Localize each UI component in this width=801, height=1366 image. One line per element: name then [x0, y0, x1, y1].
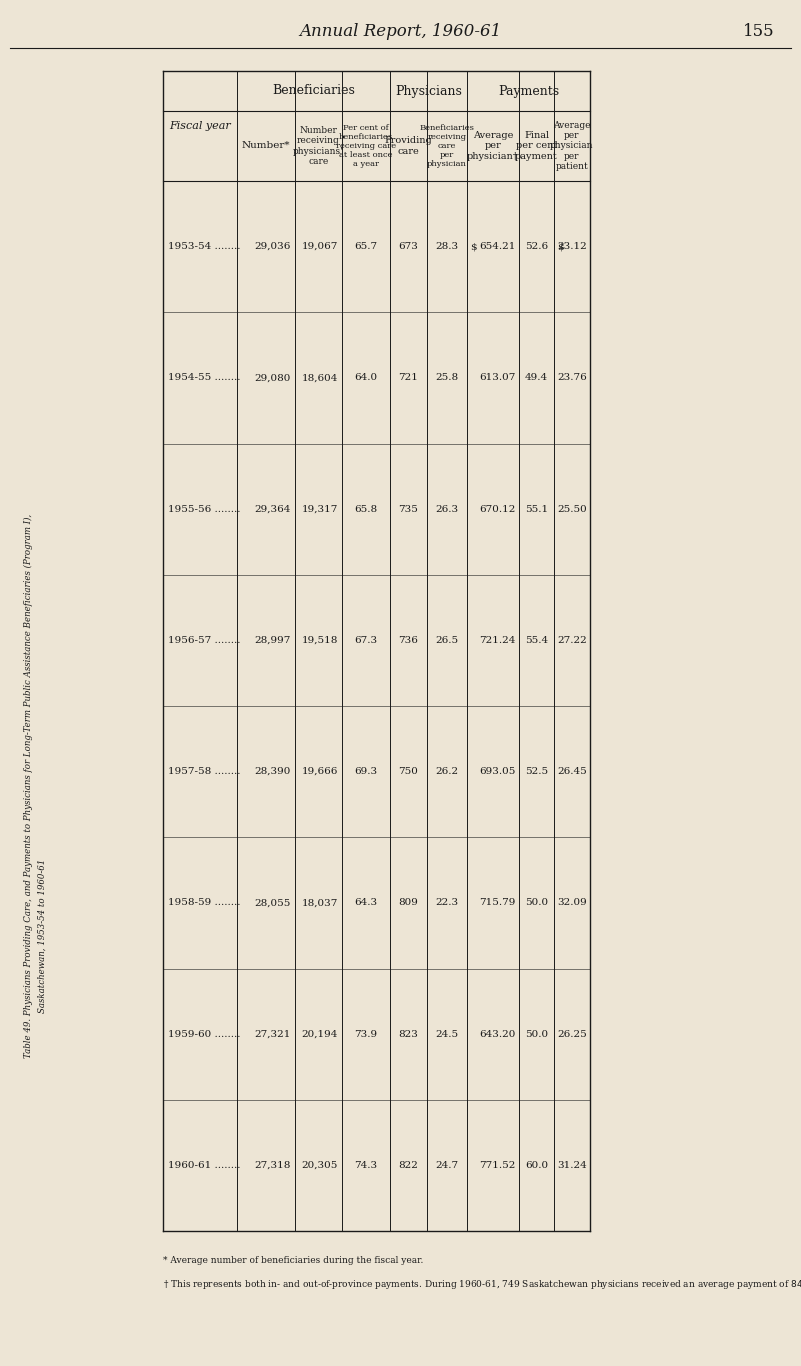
Text: 19,518: 19,518 [302, 637, 338, 645]
Text: Per cent of
beneficiaries
receiving care
at least once
a year: Per cent of beneficiaries receiving care… [336, 123, 396, 168]
Text: $: $ [470, 242, 477, 251]
Text: 19,666: 19,666 [302, 768, 338, 776]
Text: 26.2: 26.2 [436, 768, 458, 776]
Text: 23.76: 23.76 [557, 373, 587, 382]
Text: 26.5: 26.5 [436, 637, 458, 645]
Text: 50.0: 50.0 [525, 899, 548, 907]
Text: Average
per
physician
per
patient: Average per physician per patient [550, 120, 594, 171]
Text: 715.79: 715.79 [480, 899, 516, 907]
Text: 29,080: 29,080 [255, 373, 291, 382]
Text: Beneficiaries
receiving
care
per
physician: Beneficiaries receiving care per physici… [420, 123, 474, 168]
Text: 1959-60 ........: 1959-60 ........ [168, 1030, 240, 1038]
Text: 55.1: 55.1 [525, 504, 548, 514]
Text: 1957-58 ........: 1957-58 ........ [168, 768, 240, 776]
Text: 613.07: 613.07 [480, 373, 516, 382]
Text: 69.3: 69.3 [354, 768, 377, 776]
Text: 643.20: 643.20 [480, 1030, 516, 1038]
Text: 27,318: 27,318 [255, 1161, 291, 1169]
Text: 654.21: 654.21 [480, 242, 516, 251]
Text: 52.6: 52.6 [525, 242, 548, 251]
Text: 1958-59 ........: 1958-59 ........ [168, 899, 240, 907]
Text: 1953-54 ........: 1953-54 ........ [168, 242, 240, 251]
Text: 823: 823 [399, 1030, 418, 1038]
Text: 1954-55 ........: 1954-55 ........ [168, 373, 240, 382]
Text: Number
receiving
physicians'
care: Number receiving physicians' care [293, 126, 344, 167]
Text: 24.5: 24.5 [436, 1030, 458, 1038]
Text: 28,390: 28,390 [255, 768, 291, 776]
Text: † This represents both in- and out-of-province payments. During 1960-61, 749 Sas: † This represents both in- and out-of-pr… [163, 1279, 801, 1291]
Text: 1960-61 ........: 1960-61 ........ [168, 1161, 240, 1169]
Text: 49.4: 49.4 [525, 373, 548, 382]
Text: 20,194: 20,194 [302, 1030, 338, 1038]
Text: 1956-57 ........: 1956-57 ........ [168, 637, 240, 645]
Text: Beneficiaries: Beneficiaries [272, 85, 355, 97]
Text: 809: 809 [399, 899, 418, 907]
Text: 673: 673 [399, 242, 418, 251]
Text: 29,364: 29,364 [255, 504, 291, 514]
Text: 73.9: 73.9 [354, 1030, 377, 1038]
Text: 19,067: 19,067 [302, 242, 338, 251]
Text: 31.24: 31.24 [557, 1161, 587, 1169]
Text: $: $ [557, 242, 564, 251]
Text: 18,037: 18,037 [302, 899, 338, 907]
Text: 822: 822 [399, 1161, 418, 1169]
Text: 55.4: 55.4 [525, 637, 548, 645]
Text: Providing
care: Providing care [384, 137, 433, 156]
Text: 670.12: 670.12 [480, 504, 516, 514]
Text: 27.22: 27.22 [557, 637, 587, 645]
Text: 23.12: 23.12 [557, 242, 587, 251]
Text: 28,055: 28,055 [255, 899, 291, 907]
Text: * Average number of beneficiaries during the fiscal year.: * Average number of beneficiaries during… [163, 1255, 424, 1265]
Text: 64.3: 64.3 [354, 899, 377, 907]
Text: 24.7: 24.7 [436, 1161, 458, 1169]
Text: 771.52: 771.52 [480, 1161, 516, 1169]
Text: 29,036: 29,036 [255, 242, 291, 251]
Text: 50.0: 50.0 [525, 1030, 548, 1038]
Text: Physicians: Physicians [395, 85, 462, 97]
Text: Annual Report, 1960-61: Annual Report, 1960-61 [299, 22, 501, 40]
Text: 750: 750 [399, 768, 418, 776]
Text: 1955-56 ........: 1955-56 ........ [168, 504, 240, 514]
Text: 28.3: 28.3 [436, 242, 458, 251]
Text: 18,604: 18,604 [302, 373, 338, 382]
Text: 65.8: 65.8 [354, 504, 377, 514]
Text: Table 49. Physicians Providing Care, and Payments to Physicians for Long-Term Pu: Table 49. Physicians Providing Care, and… [23, 514, 33, 1059]
Text: 735: 735 [399, 504, 418, 514]
Text: 721.24: 721.24 [480, 637, 516, 645]
Text: 20,305: 20,305 [302, 1161, 338, 1169]
Text: Final
per cent
payment: Final per cent payment [515, 131, 557, 161]
Text: 22.3: 22.3 [436, 899, 458, 907]
Text: 25.8: 25.8 [436, 373, 458, 382]
Text: 28,997: 28,997 [255, 637, 291, 645]
Text: 26.3: 26.3 [436, 504, 458, 514]
Text: Payments: Payments [498, 85, 559, 97]
Text: 52.5: 52.5 [525, 768, 548, 776]
Text: 60.0: 60.0 [525, 1161, 548, 1169]
Text: 65.7: 65.7 [354, 242, 377, 251]
Text: 26.25: 26.25 [557, 1030, 587, 1038]
Text: 25.50: 25.50 [557, 504, 587, 514]
Text: 64.0: 64.0 [354, 373, 377, 382]
Text: Number*: Number* [242, 142, 290, 150]
Text: 32.09: 32.09 [557, 899, 587, 907]
Text: Fiscal year: Fiscal year [169, 122, 231, 131]
Text: 19,317: 19,317 [302, 504, 338, 514]
Text: 26.45: 26.45 [557, 768, 587, 776]
Text: 67.3: 67.3 [354, 637, 377, 645]
Text: 721: 721 [399, 373, 418, 382]
Text: 74.3: 74.3 [354, 1161, 377, 1169]
Text: 736: 736 [399, 637, 418, 645]
Text: Saskatchewan, 1953-54 to 1960-61: Saskatchewan, 1953-54 to 1960-61 [38, 859, 46, 1014]
Text: Average
per
physician†: Average per physician† [467, 131, 519, 161]
Text: 155: 155 [743, 22, 775, 40]
Text: 693.05: 693.05 [480, 768, 516, 776]
Text: 27,321: 27,321 [255, 1030, 291, 1038]
